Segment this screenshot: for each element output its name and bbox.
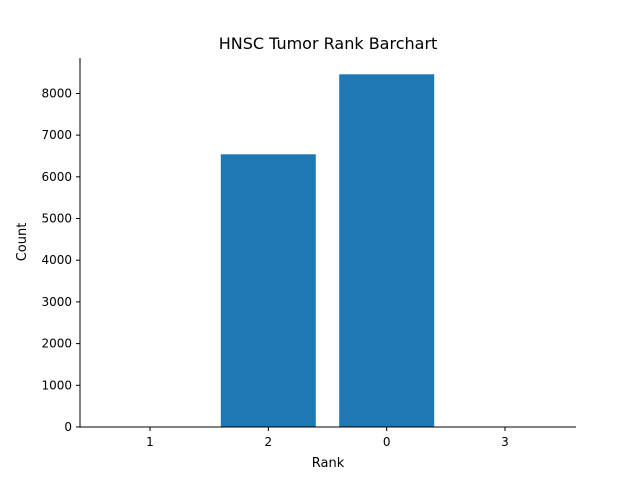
y-tick-label: 4000: [41, 253, 72, 267]
x-tick-label: 0: [383, 435, 391, 449]
y-tick-label: 3000: [41, 295, 72, 309]
y-tick-label: 5000: [41, 212, 72, 226]
y-tick-label: 0: [64, 420, 72, 434]
y-tick-label: 7000: [41, 128, 72, 142]
bar-rank-0: [339, 74, 435, 428]
x-axis-label: Rank: [312, 456, 345, 471]
y-tick-label: 6000: [41, 170, 72, 184]
y-tick-label: 8000: [41, 86, 72, 100]
x-axis-ticks: 1 2 0 3: [146, 427, 509, 449]
x-tick-label: 1: [146, 435, 154, 449]
bar-rank-2: [220, 154, 316, 428]
y-tick-label: 2000: [41, 337, 72, 351]
y-axis-label: Count: [15, 223, 30, 262]
y-axis-ticks: 0 1000 2000 3000 4000 5000 6000 7000 8000: [41, 86, 80, 434]
x-tick-label: 2: [265, 435, 273, 449]
chart-title: HNSC Tumor Rank Barchart: [219, 34, 438, 53]
x-tick-label: 3: [501, 435, 509, 449]
y-tick-label: 1000: [41, 378, 72, 392]
plot-area: [220, 74, 435, 428]
